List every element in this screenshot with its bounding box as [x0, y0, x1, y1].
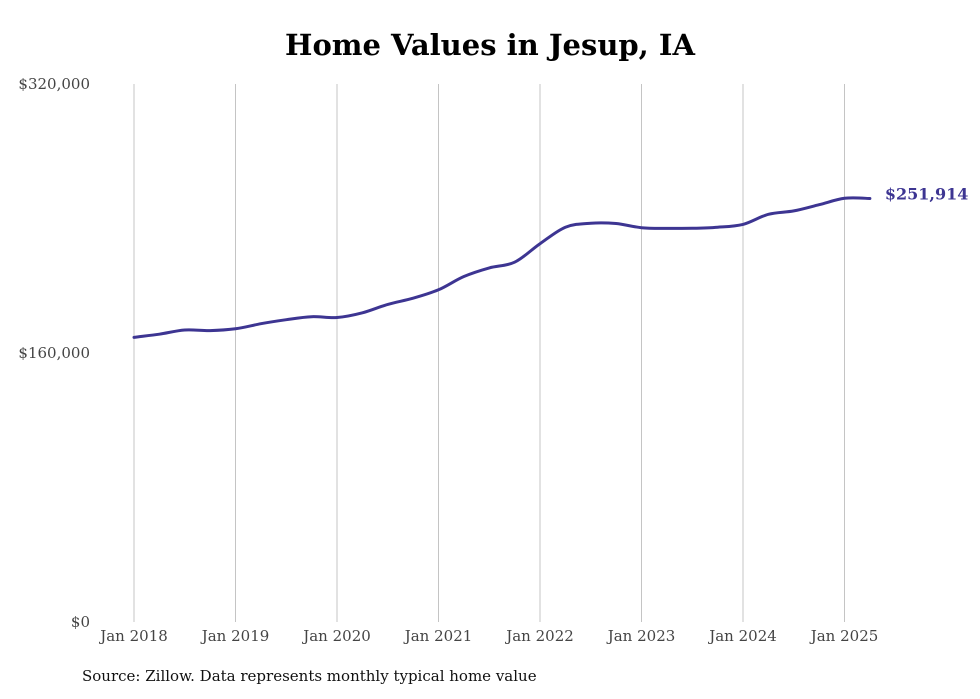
x-tick-label: Jan 2020: [301, 627, 371, 645]
series-line: [132, 196, 872, 339]
y-tick-label: $0: [71, 613, 90, 631]
x-tick-label: Jan 2024: [707, 627, 777, 645]
x-tick-label: Jan 2021: [403, 627, 473, 645]
source-note: Source: Zillow. Data represents monthly …: [82, 667, 537, 685]
y-tick-label: $160,000: [18, 344, 90, 362]
x-tick-label: Jan 2023: [606, 627, 676, 645]
x-tick-label: Jan 2018: [98, 627, 168, 645]
x-tick-label: Jan 2022: [504, 627, 574, 645]
end-value-label: $251,914: [885, 184, 969, 203]
x-tick-label: Jan 2019: [200, 627, 270, 645]
y-tick-label: $320,000: [18, 75, 90, 93]
x-tick-label: Jan 2025: [809, 627, 879, 645]
chart-title: Home Values in Jesup, IA: [285, 28, 695, 62]
